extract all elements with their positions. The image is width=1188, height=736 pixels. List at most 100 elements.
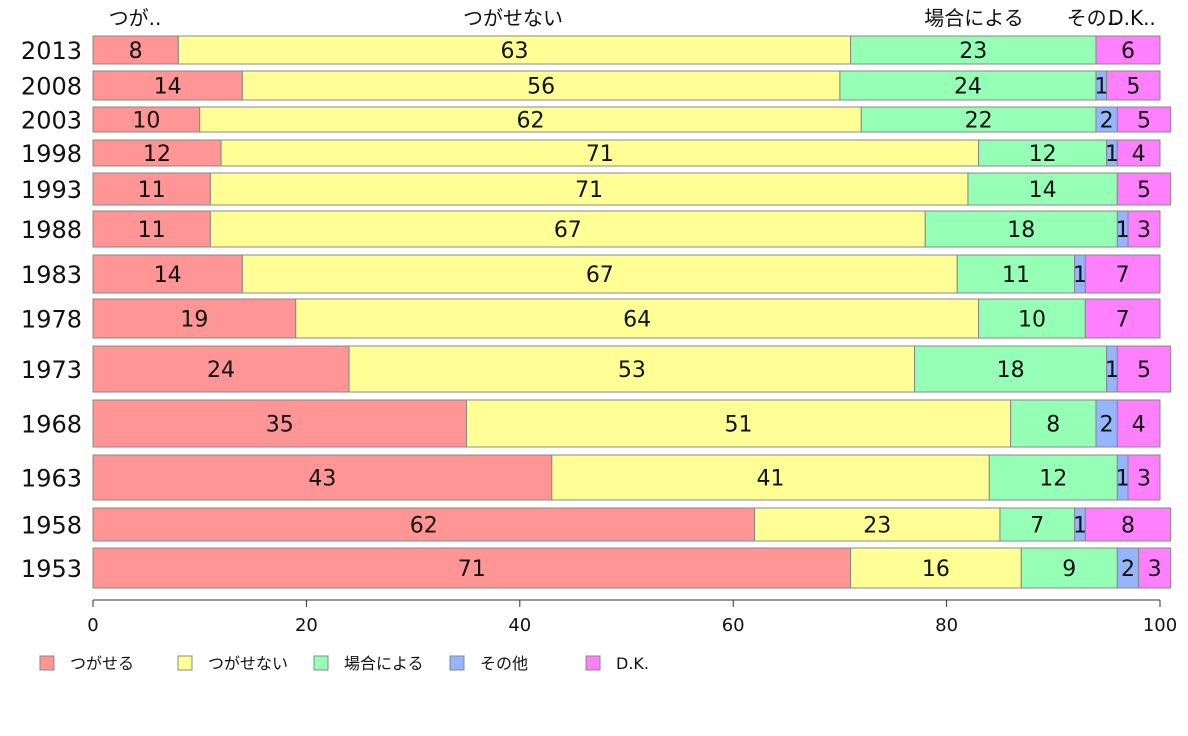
data-label: 12 [143, 142, 171, 167]
data-label: 7 [1116, 308, 1130, 333]
legend-item: その他 [449, 654, 528, 673]
year-label: 2003 [21, 107, 82, 135]
bar-segment [1127, 210, 1161, 248]
data-label: 5 [1137, 358, 1151, 383]
data-label: 7 [1030, 514, 1044, 539]
bar-segment [92, 106, 201, 133]
data-label: 8 [129, 39, 143, 64]
data-label: 14 [154, 263, 182, 288]
legend-swatch [585, 655, 601, 671]
bar-segment [1106, 70, 1161, 101]
data-label: 53 [618, 358, 646, 383]
data-label: 11 [138, 218, 166, 243]
data-label: 64 [623, 308, 651, 333]
data-label: 8 [1121, 514, 1135, 539]
data-label: 22 [965, 109, 993, 134]
legend-item: D.K. [585, 654, 649, 673]
year-label: 1953 [21, 555, 82, 583]
bar-segment [92, 547, 852, 589]
bar-row: 1988 11 67 18 1 3 [21, 210, 1161, 248]
year-label: 2008 [21, 73, 82, 101]
data-label: 18 [997, 358, 1025, 383]
bar-segment [1127, 454, 1161, 501]
data-label: 35 [266, 413, 294, 438]
data-label: 3 [1137, 218, 1151, 243]
bar-segment [1116, 399, 1161, 448]
year-label: 1963 [21, 465, 82, 493]
data-label: 62 [410, 514, 438, 539]
x-tick-label: 0 [87, 615, 98, 636]
data-label: 1 [1116, 467, 1130, 492]
data-label: 6 [1121, 39, 1135, 64]
bar-row: 2008 14 56 24 1 5 [21, 70, 1161, 101]
legend-label: つがせない [208, 654, 288, 673]
data-label: 12 [1029, 142, 1057, 167]
year-label: 1983 [21, 261, 82, 289]
bar-row: 2003 10 62 22 2 5 [21, 106, 1172, 135]
data-label: 41 [757, 467, 785, 492]
data-label: 19 [180, 308, 208, 333]
data-label: 8 [1046, 413, 1060, 438]
x-tick-label: 20 [295, 615, 318, 636]
series-header-label: 場合による [924, 6, 1023, 30]
data-label: 23 [959, 39, 987, 64]
x-tick-label: 100 [1143, 615, 1177, 636]
data-label: 67 [586, 263, 614, 288]
data-label: 1 [1073, 514, 1087, 539]
data-label: 56 [527, 75, 555, 100]
legend-swatch [177, 655, 193, 671]
legend-item: つがせない [177, 654, 288, 673]
data-label: 10 [132, 109, 160, 134]
series-header-label: D.K.. [1108, 6, 1156, 30]
data-label: 7 [1116, 263, 1130, 288]
bar-segment [1084, 507, 1172, 542]
data-label: 23 [863, 514, 891, 539]
x-tick-label: 80 [935, 615, 958, 636]
bar-segment [92, 454, 553, 501]
data-label: 71 [458, 557, 486, 582]
bar-segment [850, 547, 1022, 589]
bar-segment [956, 254, 1076, 294]
bar-segment [241, 70, 841, 101]
data-label: 10 [1018, 308, 1046, 333]
year-label: 1998 [21, 140, 82, 168]
data-label: 3 [1137, 467, 1151, 492]
bar-segment [1116, 139, 1161, 167]
data-label: 2 [1121, 557, 1135, 582]
x-tick-label: 60 [722, 615, 745, 636]
x-axis: 0 20 40 60 80 100 [87, 599, 1177, 636]
bar-row: 1963 43 41 12 1 3 [21, 454, 1161, 501]
bar-segment [1084, 298, 1161, 339]
legend-label: D.K. [616, 654, 649, 673]
bar-segment [914, 345, 1108, 393]
bar-segment [177, 35, 852, 65]
data-label: 24 [207, 358, 235, 383]
bar-segment [348, 345, 916, 393]
data-label: 1 [1105, 358, 1119, 383]
data-label: 5 [1126, 75, 1140, 100]
bar-row: 1993 11 71 14 5 [21, 172, 1172, 206]
bar-segment [92, 507, 756, 542]
bar-segment [978, 298, 1086, 339]
data-label: 16 [922, 557, 950, 582]
bar-row: 2013 8 63 23 6 [21, 35, 1161, 65]
bar-segment [850, 35, 1097, 65]
bar-segment [924, 210, 1118, 248]
bar-segment [551, 454, 990, 501]
legend: つがせる つがせない 場合による その他 D.K. [39, 654, 649, 673]
data-label: 5 [1137, 109, 1151, 134]
legend-swatch [313, 655, 329, 671]
legend-swatch [39, 655, 55, 671]
legend-label: つがせる [70, 654, 134, 673]
bar-segment [241, 254, 958, 294]
data-label: 9 [1062, 557, 1076, 582]
bar-segment [1084, 254, 1161, 294]
bar-segment [92, 35, 179, 65]
year-label: 1958 [21, 512, 82, 540]
bar-segment [860, 106, 1097, 133]
series-header-label: つが.. [109, 6, 162, 30]
data-label: 1 [1094, 75, 1108, 100]
bar-row: 1958 62 23 7 1 8 [21, 507, 1172, 542]
bar-segment [754, 507, 1001, 542]
